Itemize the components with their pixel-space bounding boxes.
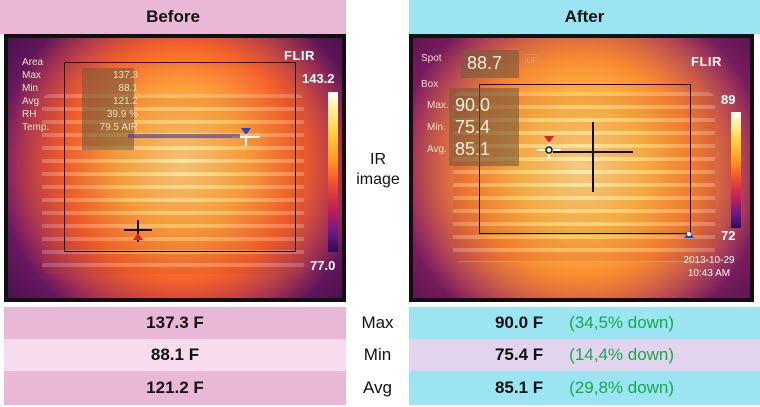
after-spot-crosshair-icon bbox=[553, 122, 633, 192]
before-stat-temp: Temp. 79.5 AIR bbox=[22, 122, 138, 133]
before-stat-min: Min 88.1 bbox=[22, 83, 138, 94]
after-avg-cell: 85.1 F (29,8% down) bbox=[409, 371, 760, 405]
before-min-marker-icon bbox=[124, 220, 152, 242]
after-min-value: 75.4 F bbox=[494, 345, 544, 364]
before-stats-panel bbox=[82, 68, 134, 150]
before-stats-list: Max 137.3 Min 88.1 Avg 121.2 RH 39.9 % Temp.… bbox=[22, 69, 138, 134]
before-scale-top: 143.2 bbox=[302, 71, 335, 86]
before-max-cell: 137.3 F bbox=[4, 307, 346, 339]
before-stat-rh: RH 39.9 % bbox=[22, 109, 138, 120]
before-flir-logo: FLIR bbox=[284, 48, 315, 63]
after-max-marker-icon bbox=[537, 136, 561, 158]
after-scale-top: 89 bbox=[721, 92, 736, 107]
ir-image-label: IR image bbox=[356, 151, 400, 188]
after-date: 2013-10-29 bbox=[683, 255, 735, 266]
after-timestamp: 2013-10-29 10:43 AM bbox=[671, 254, 747, 280]
avg-change: (29,8% down) bbox=[569, 378, 675, 397]
max-row-label: Max bbox=[346, 307, 409, 339]
after-thermal-image: Spot 88.7 OF Box Max. 90.0 Min. 75.4 Avg… bbox=[413, 38, 750, 298]
after-time: 10:43 AM bbox=[687, 268, 731, 279]
after-stat-min: Min. 75.4 bbox=[427, 117, 491, 137]
before-thermal-frame: Area Max 137.3 Min 88.1 Avg 121.2 RH 39.9 % … bbox=[4, 34, 346, 302]
after-box-panel bbox=[449, 88, 519, 166]
after-spot-panel bbox=[461, 50, 519, 78]
max-change: (34,5% down) bbox=[569, 313, 675, 332]
before-hot-line bbox=[128, 134, 240, 138]
min-change: (14,4% down) bbox=[569, 345, 675, 364]
before-header-label: Before bbox=[146, 7, 200, 26]
before-scale-bottom: 77.0 bbox=[310, 258, 336, 273]
after-stat-avg: Avg. 85.1 bbox=[427, 139, 491, 159]
before-header: Before bbox=[0, 0, 346, 34]
after-spot-value: 88.7 bbox=[467, 53, 503, 73]
after-color-bar bbox=[731, 112, 741, 228]
before-avg-cell: 121.2 F bbox=[4, 371, 346, 405]
after-min-cell: 75.4 F (14,4% down) bbox=[409, 339, 760, 371]
before-stat-max: Max 137.3 bbox=[22, 70, 138, 81]
after-unit-badge: OF bbox=[525, 54, 539, 66]
after-flir-logo: FLIR bbox=[691, 54, 722, 69]
after-stats-list: Max. 90.0 Min. 75.4 Avg. 85.1 bbox=[427, 94, 517, 160]
after-header-label: After bbox=[564, 7, 605, 26]
before-area-title: Area bbox=[22, 57, 44, 68]
before-area-box bbox=[64, 62, 296, 252]
after-max-value: 90.0 F bbox=[494, 313, 544, 332]
after-min-marker-icon bbox=[684, 231, 694, 238]
after-spot-label: Spot bbox=[421, 53, 442, 64]
after-scale-bottom: 72 bbox=[721, 228, 736, 243]
after-avg-value: 85.1 F bbox=[494, 378, 544, 397]
avg-row-label: Avg bbox=[346, 371, 409, 405]
after-header: After bbox=[409, 0, 760, 34]
after-stat-max: Max. 90.0 bbox=[427, 95, 491, 115]
after-max-cell: 90.0 F (34,5% down) bbox=[409, 307, 760, 339]
after-box-label: Box bbox=[421, 79, 439, 90]
before-min-cell: 88.1 F bbox=[4, 339, 346, 371]
before-flir-brand: FLIR bbox=[284, 48, 315, 63]
after-flir-brand: FLIR bbox=[691, 54, 722, 69]
min-row-label: Min bbox=[346, 339, 409, 371]
before-color-bar bbox=[328, 92, 338, 252]
before-stat-avg: Avg 121.2 bbox=[22, 96, 138, 107]
after-thermal-frame: Spot 88.7 OF Box Max. 90.0 Min. 75.4 Avg… bbox=[409, 34, 754, 302]
before-thermal-image: Area Max 137.3 Min 88.1 Avg 121.2 RH 39.9 % … bbox=[8, 38, 342, 298]
